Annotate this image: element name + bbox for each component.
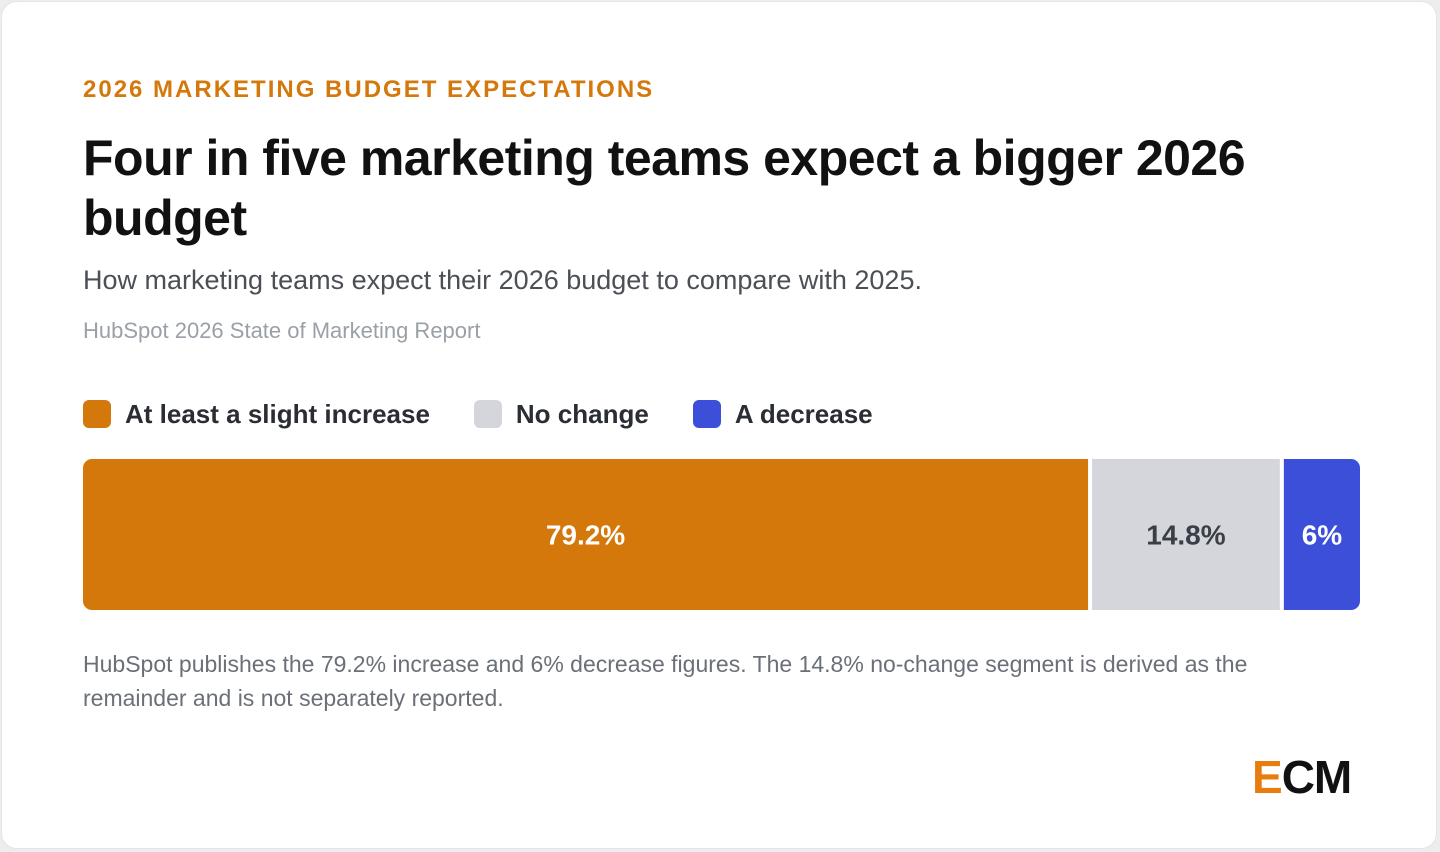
chart-subtitle: How marketing teams expect their 2026 bu… — [83, 265, 922, 295]
eyebrow-label: 2026 MARKETING BUDGET EXPECTATIONS — [83, 76, 655, 103]
source-note: HubSpot 2026 State of Marketing Report — [83, 318, 481, 343]
legend-swatch-decrease — [692, 400, 721, 428]
legend-item-increase: At least a slight increase — [83, 399, 430, 430]
legend-item-no-change: No change — [473, 398, 649, 430]
logo-letter-e: E — [1252, 751, 1283, 803]
logo-letters-cm: CM — [1281, 751, 1353, 803]
legend-item-decrease: A decrease — [692, 398, 873, 430]
legend-label-increase: At least a slight increase — [125, 398, 430, 429]
legend-swatch-no-change — [473, 400, 502, 428]
stacked-bar-chart: 79.2% 14.8% 6% — [83, 459, 1360, 610]
legend: At least a slight increase No change A d… — [83, 398, 917, 430]
ecm-logo: ECM — [1252, 751, 1353, 803]
bar-segment-decrease — [1283, 459, 1360, 610]
legend-label-no-change: No change — [515, 398, 649, 429]
chart-title: Four in five marketing teams expect a bi… — [83, 130, 1246, 246]
bar-segment-no-change — [1092, 459, 1280, 610]
bar-segment-increase — [83, 459, 1089, 610]
data-label-no-change: 14.8% — [1146, 520, 1225, 551]
data-label-decrease: 6% — [1302, 520, 1343, 551]
legend-swatch-increase — [83, 400, 111, 428]
legend-label-decrease: A decrease — [734, 398, 873, 429]
data-label-increase: 79.2% — [546, 520, 625, 551]
footnote: HubSpot publishes the 79.2% increase and… — [83, 651, 1248, 711]
